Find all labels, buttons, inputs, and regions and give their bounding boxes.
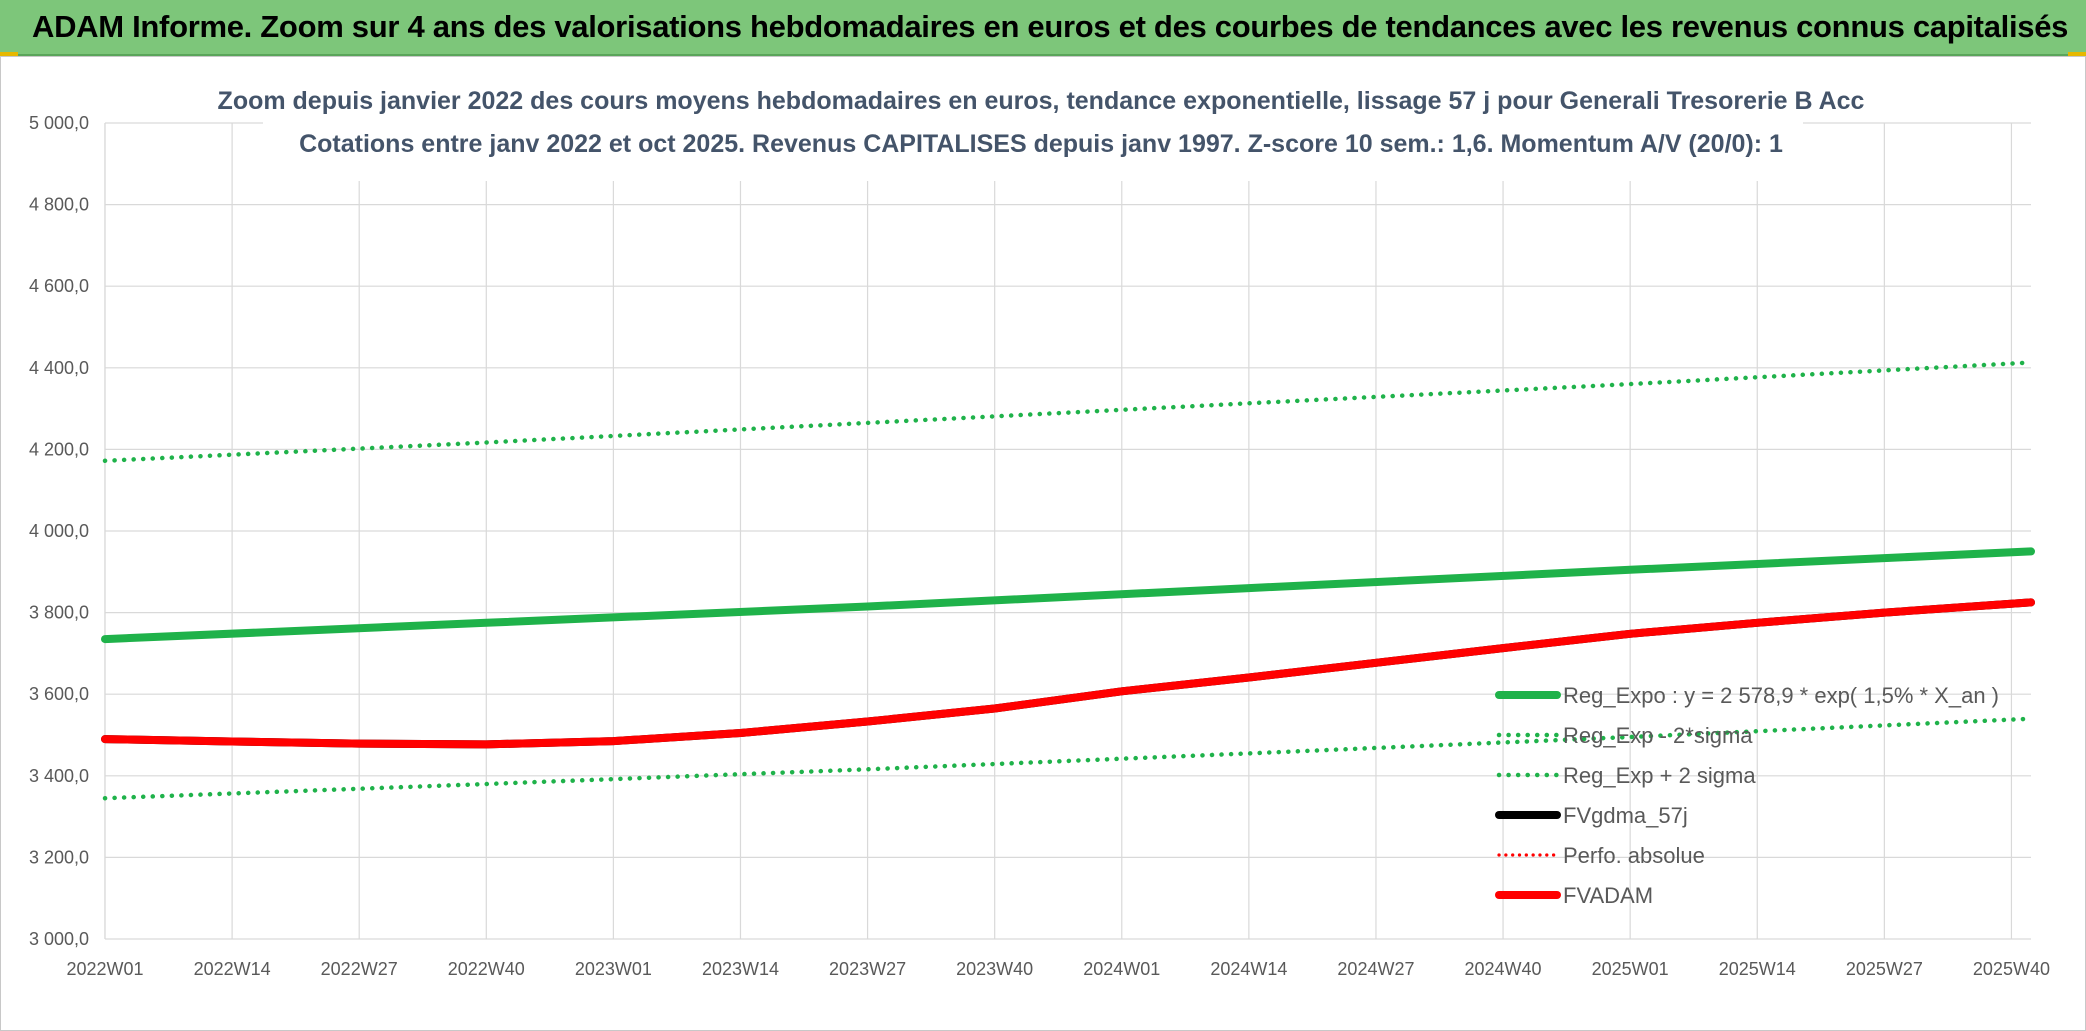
title-backdrop [263,77,1803,181]
legend-label-3: Reg_Exp + 2 sigma [1563,763,1756,788]
y-tick-label: 3 400,0 [29,766,89,786]
y-tick-label: 4 600,0 [29,276,89,296]
x-tick-label: 2023W14 [702,959,779,979]
series-line-6 [101,598,2035,749]
y-tick-label: 3 600,0 [29,684,89,704]
line-chart: 3 000,0 3 200,0 3 400,0 3 600,0 3 800,0 4 000… [29,77,2050,979]
legend-label-1: Reg_Expo : y = 2 578,9 * exp( 1,5% * X_a… [1563,683,1999,708]
x-tick-label: 2023W40 [956,959,1033,979]
chart-grid [104,122,2031,940]
banner-title: ADAM Informe. Zoom sur 4 ans des valoris… [32,9,2069,44]
series-line-2 [102,716,2034,801]
chart-subtitle: Cotations entre janv 2022 et oct 2025. R… [299,130,1783,158]
x-tick-label: 2024W27 [1337,959,1414,979]
chart-legend: Reg_Expo : y = 2 578,9 * exp( 1,5% * X_a… [1495,683,1999,908]
y-tick-label: 4 200,0 [29,439,89,459]
y-tick-label: 5 000,0 [29,113,89,133]
corner-marker-left [0,52,18,57]
y-tick-label: 4 000,0 [29,521,89,541]
x-tick-label: 2022W27 [321,959,398,979]
legend-label-4: FVgdma_57j [1563,803,1688,828]
chart-frame: 3 000,0 3 200,0 3 400,0 3 600,0 3 800,0 4 000… [0,56,2086,1031]
y-axis-ticks: 3 000,0 3 200,0 3 400,0 3 600,0 3 800,0 4 000… [29,113,89,949]
x-tick-label: 2025W01 [1592,959,1669,979]
y-tick-label: 3 200,0 [29,847,89,867]
x-tick-label: 2023W27 [829,959,906,979]
y-tick-label: 4 400,0 [29,358,89,378]
x-tick-label: 2024W01 [1083,959,1160,979]
y-tick-label: 3 800,0 [29,603,89,623]
legend-label-6: FVADAM [1563,883,1653,908]
x-tick-label: 2024W14 [1210,959,1287,979]
report-banner: ADAM Informe. Zoom sur 4 ans des valoris… [0,0,2086,56]
series-line-3 [102,360,2034,464]
y-tick-label: 3 000,0 [29,929,89,949]
x-axis-ticks: 2022W01 2022W14 2022W27 2022W40 2023W01 2023W… [66,959,2050,979]
x-tick-label: 2022W14 [194,959,271,979]
x-tick-label: 2022W01 [66,959,143,979]
x-tick-label: 2022W40 [448,959,525,979]
x-tick-label: 2025W27 [1846,959,1923,979]
series-line-1 [101,547,2035,644]
legend-label-2: Reg_Exp - 2*sigma [1563,723,1753,748]
x-tick-label: 2025W14 [1719,959,1796,979]
x-tick-label: 2023W01 [575,959,652,979]
y-tick-label: 4 800,0 [29,195,89,215]
x-tick-label: 2024W40 [1465,959,1542,979]
legend-label-5: Perfo. absolue [1563,843,1705,868]
series-lines [101,360,2035,801]
corner-marker-right [2068,52,2086,57]
chart-title: Zoom depuis janvier 2022 des cours moyen… [218,87,1865,115]
x-tick-label: 2025W40 [1973,959,2050,979]
